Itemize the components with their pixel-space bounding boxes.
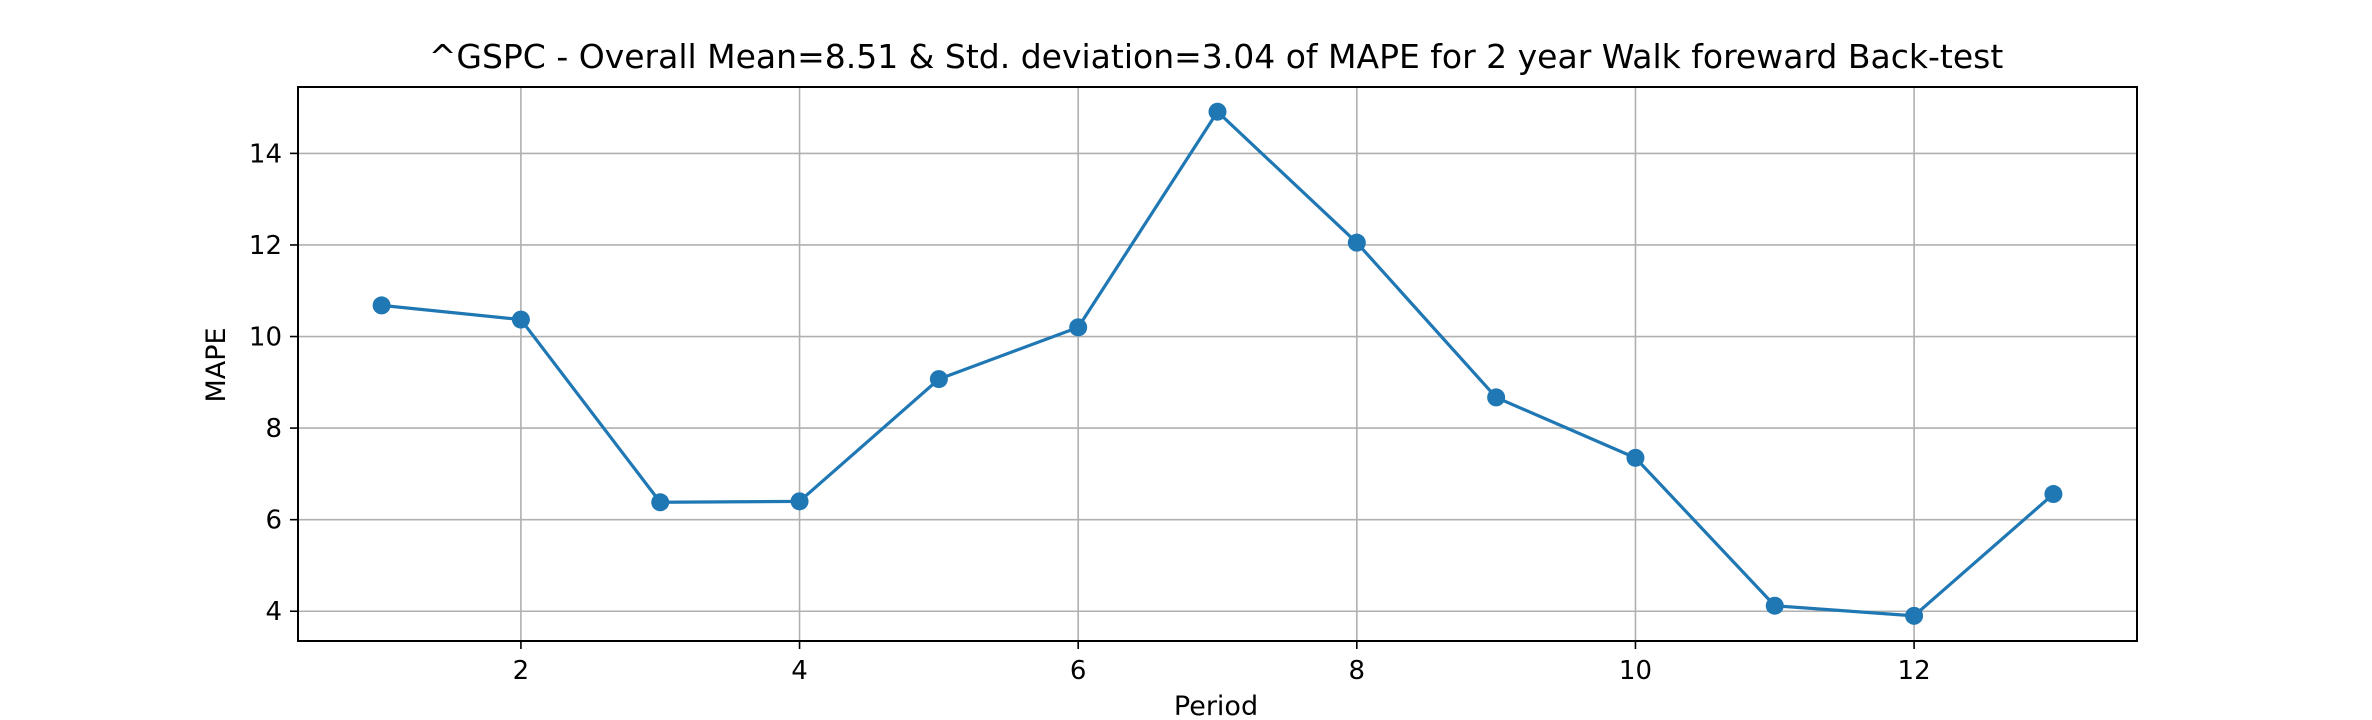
x-tick-label: 2 [513, 656, 530, 686]
data-point [1208, 102, 1227, 121]
x-tick-label: 12 [1898, 656, 1931, 686]
grid-lines [298, 87, 2137, 641]
x-tick-label: 6 [1070, 656, 1087, 686]
data-point [1347, 233, 1366, 252]
data-point [1487, 388, 1506, 407]
y-axis-label: MAPE [201, 327, 232, 402]
x-axis-label: Period [1174, 691, 1258, 720]
data-point [2044, 485, 2063, 504]
x-tick-label: 10 [1619, 656, 1652, 686]
data-point [651, 493, 670, 512]
data-point [1626, 448, 1645, 467]
y-tick-label: 4 [265, 597, 282, 627]
y-tick-label: 14 [249, 139, 282, 169]
data-point [790, 492, 809, 511]
data-point [1765, 596, 1784, 615]
axes [297, 86, 2138, 642]
data-point [929, 370, 948, 389]
x-tick-label: 4 [791, 656, 808, 686]
data-series [372, 102, 2063, 625]
data-point [1905, 606, 1924, 625]
chart-title: ^GSPC - Overall Mean=8.51 & Std. deviati… [429, 37, 2004, 76]
y-tick-label: 10 [249, 323, 282, 353]
series-line [381, 110, 2055, 618]
data-point [372, 296, 391, 315]
data-point [511, 310, 530, 329]
y-tick-label: 8 [265, 414, 282, 444]
y-tick-label: 12 [249, 231, 282, 261]
x-tick-label: 8 [1349, 656, 1366, 686]
data-point [1069, 318, 1088, 337]
tick-labels: 2 4 6 8 10 12 4 6 8 10 12 14 [249, 139, 1931, 686]
y-tick-label: 6 [265, 506, 282, 536]
plot-frame [297, 86, 2138, 642]
